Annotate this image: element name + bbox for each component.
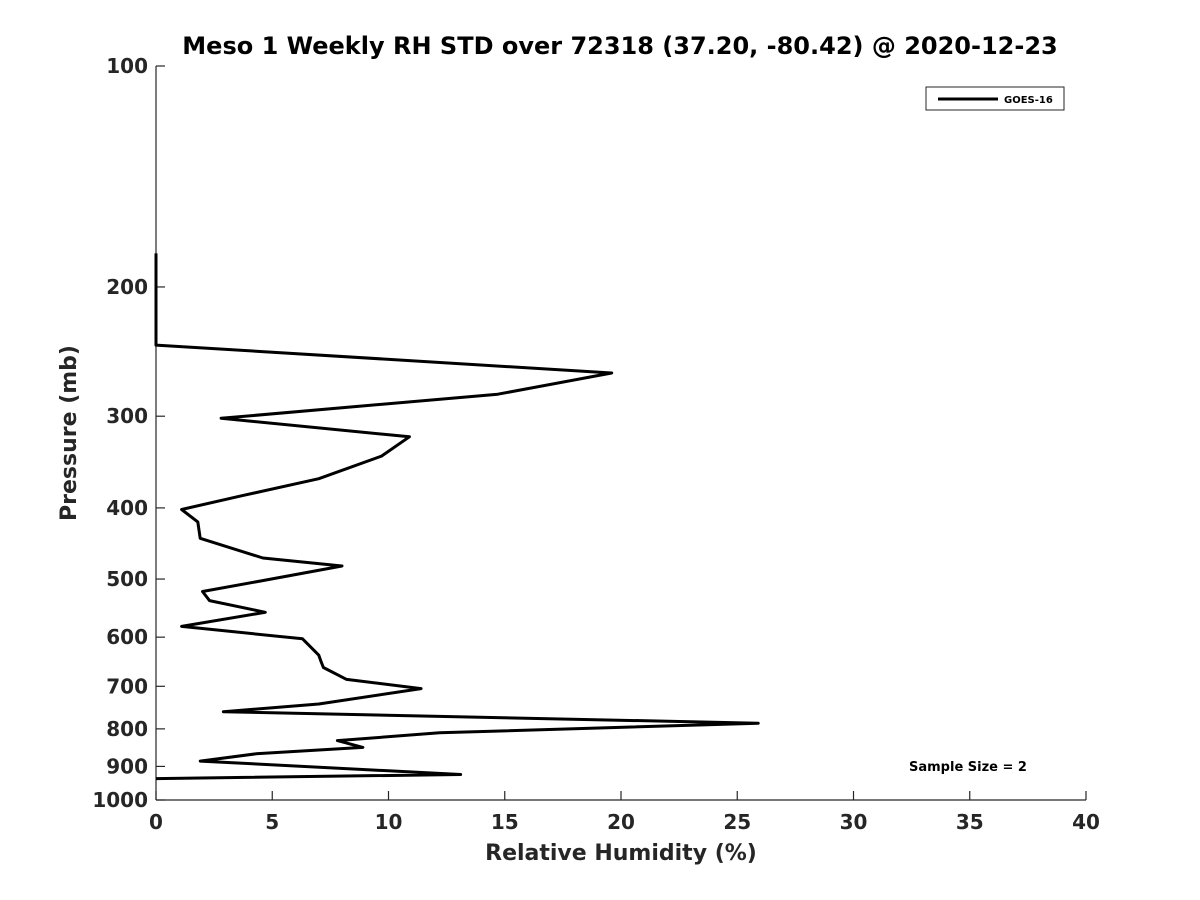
legend-entry-goes-16: GOES-16 xyxy=(1004,95,1053,106)
sample-size-annotation: Sample Size = 2 xyxy=(909,760,1027,775)
y-tick-label: 800 xyxy=(106,717,148,741)
x-tick-label: 25 xyxy=(723,810,751,834)
x-axis-label: Relative Humidity (%) xyxy=(485,841,757,866)
y-tick-label: 300 xyxy=(106,404,148,428)
y-tick-label: 400 xyxy=(106,496,148,520)
x-tick-label: 5 xyxy=(265,810,279,834)
series-line-goes-16 xyxy=(154,253,760,781)
x-tick-label: 40 xyxy=(1072,810,1100,834)
x-tick-label: 0 xyxy=(149,810,163,834)
x-tick-label: 15 xyxy=(491,810,519,834)
y-tick-label: 1000 xyxy=(92,788,148,812)
x-tick-label: 10 xyxy=(375,810,403,834)
legend: GOES-16 xyxy=(925,86,1065,111)
y-tick-label: 900 xyxy=(106,754,148,778)
y-tick-label: 500 xyxy=(106,567,148,591)
y-tick-label: 700 xyxy=(106,674,148,698)
x-tick-label: 20 xyxy=(607,810,635,834)
y-tick-label: 200 xyxy=(106,275,148,299)
x-ticks: 0 5 10 15 20 25 30 35 40 xyxy=(149,791,1100,834)
y-tick-label: 100 xyxy=(106,54,148,78)
x-tick-label: 30 xyxy=(840,810,868,834)
y-axis-label: Pressure (mb) xyxy=(57,345,82,521)
x-tick-label: 35 xyxy=(956,810,984,834)
y-tick-label: 600 xyxy=(106,625,148,649)
y-ticks: 100 200 300 400 500 600 700 800 900 1000 xyxy=(92,54,165,812)
chart-title: Meso 1 Weekly RH STD over 72318 (37.20, … xyxy=(182,32,1057,60)
